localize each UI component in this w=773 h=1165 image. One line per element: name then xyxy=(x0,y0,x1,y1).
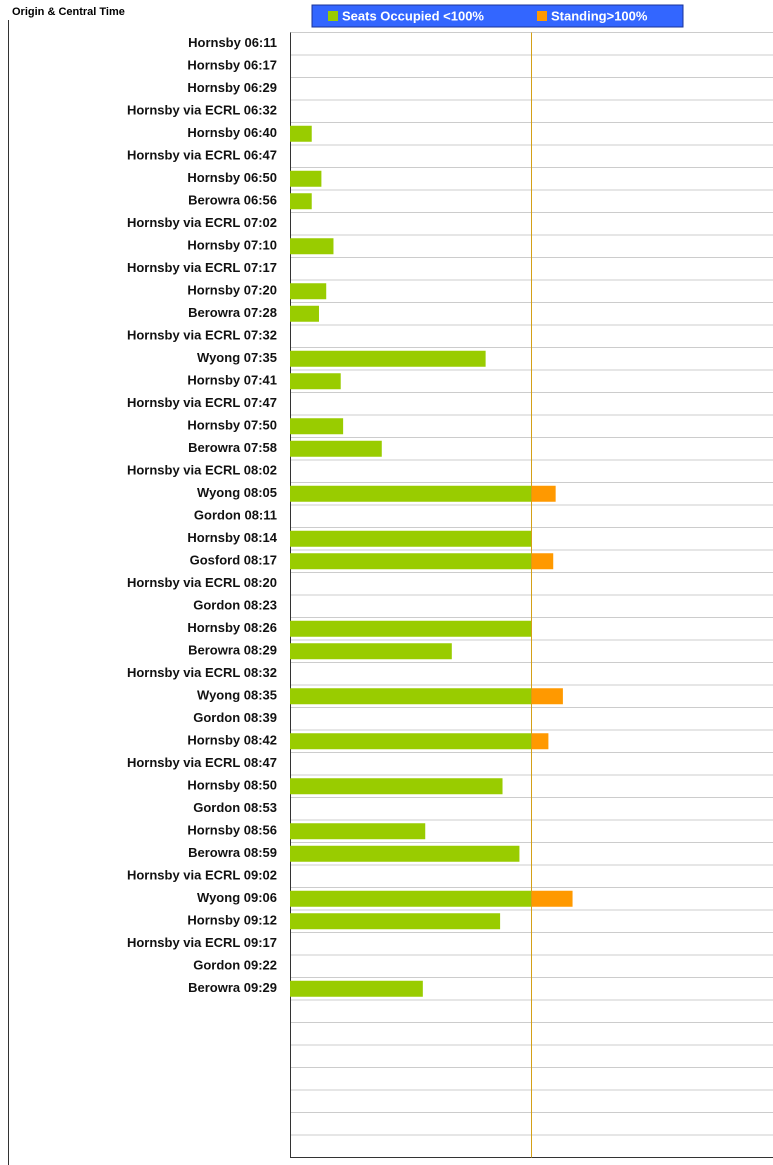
y-tick-label: Hornsby 08:50 xyxy=(187,778,277,793)
y-tick-label: Berowra 07:58 xyxy=(188,440,277,455)
y-tick-label: Wyong 07:35 xyxy=(197,350,277,365)
bar xyxy=(290,913,501,930)
y-tick-label: Hornsby 06:17 xyxy=(187,58,277,73)
bar xyxy=(290,530,532,547)
y-tick-label: Hornsby via ECRL 08:47 xyxy=(127,755,277,770)
y-tick-label: Gordon 08:53 xyxy=(193,800,277,815)
y-tick-label: Berowra 08:29 xyxy=(188,643,277,658)
y-tick-label: Gordon 08:39 xyxy=(193,710,277,725)
y-tick-label: Hornsby 06:50 xyxy=(187,170,277,185)
y-tick-label: Berowra 07:28 xyxy=(188,305,277,320)
y-tick-label: Hornsby via ECRL 09:02 xyxy=(127,868,277,883)
y-tick-label: Hornsby via ECRL 08:20 xyxy=(127,575,277,590)
legend-swatch xyxy=(537,11,547,21)
bar xyxy=(290,373,341,390)
y-tick-label: Hornsby via ECRL 09:17 xyxy=(127,935,277,950)
y-tick-label: Hornsby via ECRL 07:47 xyxy=(127,395,277,410)
y-tick-label: Hornsby via ECRL 07:02 xyxy=(127,215,277,230)
bar xyxy=(290,890,532,907)
bar xyxy=(290,733,532,750)
bar xyxy=(290,125,312,142)
y-tick-label: Hornsby 08:56 xyxy=(187,823,277,838)
bar xyxy=(290,688,532,705)
y-tick-label: Wyong 09:06 xyxy=(197,890,277,905)
y-tick-label: Hornsby via ECRL 06:47 xyxy=(127,148,277,163)
y-tick-label: Berowra 09:29 xyxy=(188,980,277,995)
bar xyxy=(290,283,327,300)
chart-title: Origin & Central Time xyxy=(12,6,125,18)
y-tick-label: Berowra 08:59 xyxy=(188,845,277,860)
legend xyxy=(311,4,684,28)
bar xyxy=(290,418,344,435)
bar xyxy=(290,778,503,795)
y-tick-label: Berowra 06:56 xyxy=(188,193,277,208)
y-tick-label: Hornsby via ECRL 08:02 xyxy=(127,463,277,478)
y-tick-label: Hornsby 07:10 xyxy=(187,238,277,253)
bar xyxy=(290,485,532,502)
legend-label: Seats Occupied <100% xyxy=(342,8,484,23)
bar xyxy=(531,890,573,907)
y-tick-label: Gordon 08:11 xyxy=(194,508,277,523)
y-tick-label: Hornsby via ECRL 06:32 xyxy=(127,103,277,118)
y-tick-label: Hornsby via ECRL 07:32 xyxy=(127,328,277,343)
bar xyxy=(290,643,452,660)
bar xyxy=(531,688,563,705)
y-tick-label: Hornsby 08:14 xyxy=(187,530,277,545)
bar xyxy=(290,620,532,637)
y-tick-label: Hornsby via ECRL 07:17 xyxy=(127,260,277,275)
bar xyxy=(290,170,322,187)
bar xyxy=(531,553,554,570)
y-tick-label: Wyong 08:05 xyxy=(197,485,277,500)
y-tick-label: Hornsby 06:40 xyxy=(187,125,277,140)
y-tick-label: Wyong 08:35 xyxy=(197,688,277,703)
bar xyxy=(290,305,319,322)
bar xyxy=(290,350,486,367)
y-tick-label: Hornsby via ECRL 08:32 xyxy=(127,665,277,680)
bar xyxy=(290,238,334,255)
y-tick-label: Gordon 09:22 xyxy=(193,958,277,973)
bar xyxy=(290,845,520,862)
y-tick-label: Hornsby 08:42 xyxy=(187,733,277,748)
y-tick-label: Gordon 08:23 xyxy=(193,598,277,613)
y-tick-label: Hornsby 08:26 xyxy=(187,620,277,635)
legend-label: Standing>100% xyxy=(551,8,648,23)
bar xyxy=(531,485,556,502)
y-tick-label: Hornsby 07:20 xyxy=(187,283,277,298)
bar xyxy=(531,733,549,750)
bar xyxy=(290,823,426,840)
bar xyxy=(290,553,532,570)
bar xyxy=(290,193,312,210)
y-tick-label: Hornsby 06:29 xyxy=(187,80,277,95)
y-tick-label: Gosford 08:17 xyxy=(190,553,277,568)
y-tick-label: Hornsby 07:41 xyxy=(187,373,277,388)
bar xyxy=(290,980,423,997)
legend-swatch xyxy=(328,11,338,21)
y-tick-label: Hornsby 09:12 xyxy=(187,913,277,928)
bar xyxy=(290,440,382,457)
y-tick-label: Hornsby 07:50 xyxy=(187,418,277,433)
y-tick-label: Hornsby 06:11 xyxy=(188,35,277,50)
